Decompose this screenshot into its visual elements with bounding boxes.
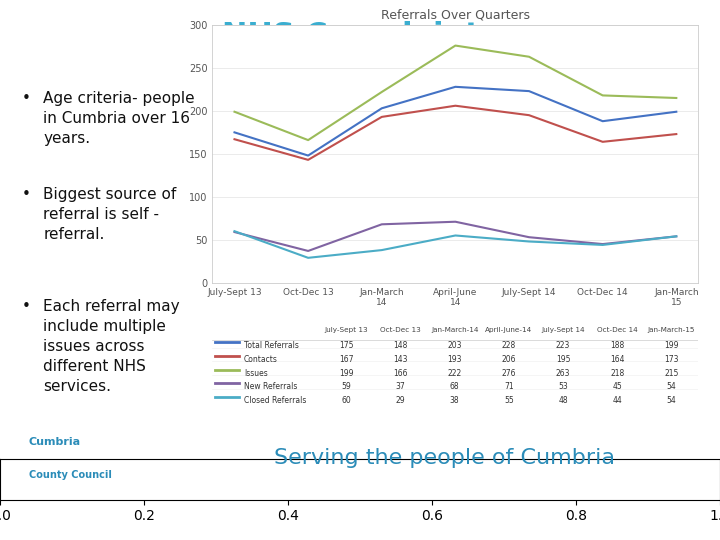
Text: 68: 68 (450, 382, 459, 392)
Text: •: • (22, 187, 30, 202)
Text: 164: 164 (610, 355, 624, 364)
Text: Oct-Dec 14: Oct-Dec 14 (597, 327, 637, 334)
Text: Serving the people of Cumbria: Serving the people of Cumbria (274, 448, 615, 468)
Text: Jan-March-14: Jan-March-14 (431, 327, 479, 334)
Text: 166: 166 (393, 369, 408, 377)
Text: 199: 199 (339, 369, 354, 377)
Text: 38: 38 (450, 396, 459, 405)
Text: 203: 203 (447, 341, 462, 350)
Text: Issues: Issues (244, 369, 268, 377)
Text: County Council: County Council (29, 470, 112, 480)
Text: Each referral may
include multiple
issues across
different NHS
services.: Each referral may include multiple issue… (43, 299, 180, 394)
Text: 54: 54 (667, 382, 676, 392)
Text: 71: 71 (504, 382, 513, 392)
Text: 276: 276 (502, 369, 516, 377)
Text: 54: 54 (667, 396, 676, 405)
Text: 215: 215 (664, 369, 678, 377)
Text: Jan-March-15: Jan-March-15 (647, 327, 695, 334)
Text: Total Referrals: Total Referrals (244, 341, 299, 350)
Text: Contacts: Contacts (244, 355, 278, 364)
Text: 148: 148 (393, 341, 408, 350)
Text: 223: 223 (556, 341, 570, 350)
Text: July-Sept 13: July-Sept 13 (325, 327, 368, 334)
Text: Age criteria- people
in Cumbria over 16
years.: Age criteria- people in Cumbria over 16 … (43, 91, 195, 146)
Text: •: • (22, 91, 30, 106)
Text: Oct-Dec 13: Oct-Dec 13 (380, 327, 421, 334)
Title: Referrals Over Quarters: Referrals Over Quarters (381, 8, 530, 21)
Text: 59: 59 (341, 382, 351, 392)
Text: 167: 167 (339, 355, 354, 364)
Text: July-Sept 14: July-Sept 14 (541, 327, 585, 334)
Text: 195: 195 (556, 355, 570, 364)
Text: 44: 44 (612, 396, 622, 405)
Text: 53: 53 (558, 382, 568, 392)
Text: Closed Referrals: Closed Referrals (244, 396, 307, 405)
Text: Biggest source of
referral is self -
referral.: Biggest source of referral is self - ref… (43, 187, 176, 242)
Text: 193: 193 (447, 355, 462, 364)
Text: 199: 199 (664, 341, 678, 350)
Text: 206: 206 (502, 355, 516, 364)
Text: 60: 60 (341, 396, 351, 405)
Text: April-June-14: April-June-14 (485, 327, 533, 334)
Text: 29: 29 (396, 396, 405, 405)
Text: 48: 48 (558, 396, 568, 405)
Text: 37: 37 (396, 382, 405, 392)
Text: 263: 263 (556, 369, 570, 377)
Text: New Referrals: New Referrals (244, 382, 297, 392)
Text: 222: 222 (448, 369, 462, 377)
Text: 175: 175 (339, 341, 354, 350)
Text: NHS Complaints: NHS Complaints (222, 21, 498, 50)
Text: 55: 55 (504, 396, 514, 405)
Text: 173: 173 (664, 355, 678, 364)
Text: Cumbria: Cumbria (29, 437, 81, 447)
Text: 188: 188 (610, 341, 624, 350)
Text: 228: 228 (502, 341, 516, 350)
Text: 218: 218 (610, 369, 624, 377)
Text: 143: 143 (393, 355, 408, 364)
Text: 45: 45 (612, 382, 622, 392)
Text: •: • (22, 299, 30, 314)
